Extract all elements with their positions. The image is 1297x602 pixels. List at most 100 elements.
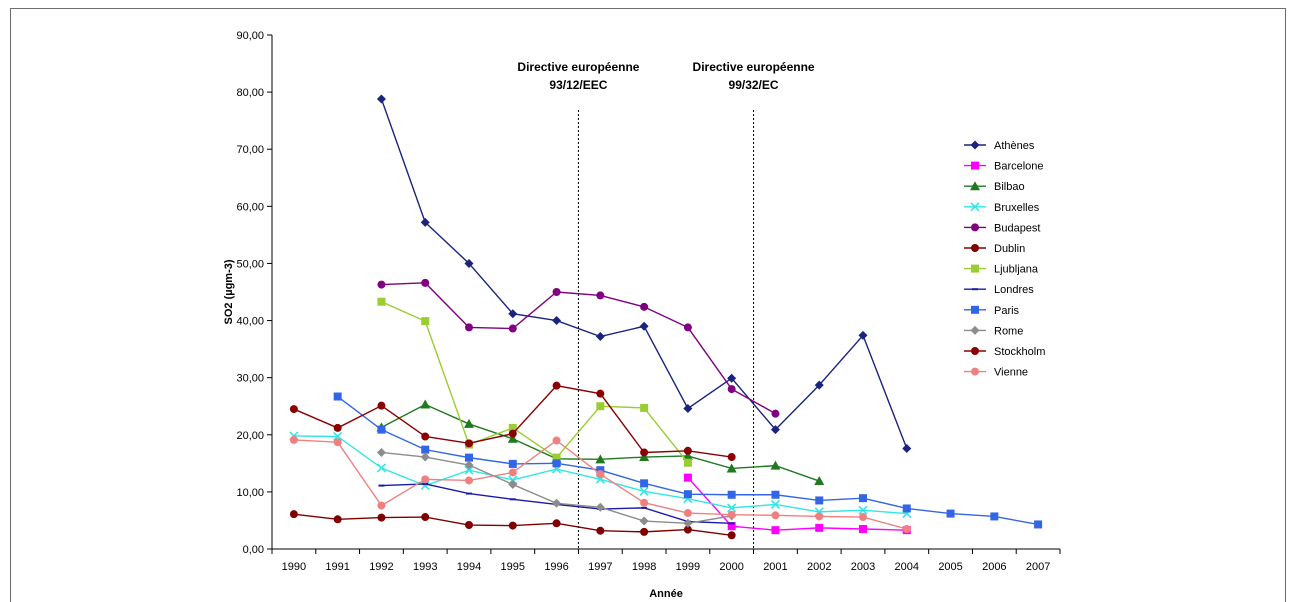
legend-item-stockholm: Stockholm <box>964 346 1045 358</box>
data-point <box>683 404 693 414</box>
data-point <box>815 496 824 505</box>
legend-item-budapest: Budapest <box>964 222 1040 234</box>
data-point <box>464 460 474 470</box>
series-line <box>687 477 907 531</box>
data-point <box>508 521 517 530</box>
directive-label: 99/32/EC <box>729 78 779 92</box>
data-point <box>289 510 298 519</box>
data-point <box>377 513 386 522</box>
data-point <box>859 513 867 522</box>
data-point <box>377 297 386 306</box>
data-point <box>683 518 693 528</box>
legend-label: Bilbao <box>994 181 1025 193</box>
data-point <box>1034 520 1043 529</box>
series-dublin <box>289 510 736 540</box>
directive-annotations: Directive européenne 93/12/EEC Directive e… <box>517 60 815 549</box>
data-point <box>465 439 473 448</box>
series-barcelone <box>683 473 911 535</box>
legend-label: Paris <box>994 305 1020 317</box>
legend-label: Vienne <box>994 367 1028 379</box>
data-point <box>639 486 649 496</box>
data-point <box>771 409 780 418</box>
series-paris <box>333 392 1043 529</box>
data-point <box>902 525 911 534</box>
x-tick-label: 1991 <box>325 561 349 573</box>
data-point <box>770 499 781 510</box>
x-tick-label: 1995 <box>501 561 525 573</box>
legend-marker <box>971 367 979 376</box>
legend-marker <box>970 181 980 191</box>
legend-label: Barcelone <box>994 161 1044 173</box>
data-point <box>727 490 736 499</box>
x-tick-label: 2007 <box>1026 561 1050 573</box>
x-tick-label: 2002 <box>807 561 831 573</box>
legend-label: Dublin <box>994 243 1025 255</box>
x-tick-label: 1997 <box>588 561 612 573</box>
legend-marker <box>971 161 979 170</box>
data-point <box>508 429 517 438</box>
data-point <box>640 498 649 507</box>
data-point <box>902 443 912 453</box>
data-point <box>465 323 473 332</box>
directive-label: Directive européenne <box>517 60 639 74</box>
legend-item-bilbao: Bilbao <box>964 181 1025 193</box>
data-point <box>508 459 517 468</box>
legend-marker <box>971 223 979 232</box>
data-point <box>683 323 692 332</box>
x-tick-label: 2005 <box>938 561 962 573</box>
y-tick-label: 80,00 <box>236 87 264 99</box>
x-tick-label: 2006 <box>982 561 1006 573</box>
data-point <box>771 511 780 520</box>
legend-label: Budapest <box>994 222 1040 234</box>
data-point <box>552 459 561 468</box>
data-point <box>333 423 342 432</box>
data-point <box>421 432 430 441</box>
x-tick-label: 1994 <box>457 561 481 573</box>
data-point <box>289 405 298 414</box>
data-point <box>946 509 955 518</box>
data-point <box>771 526 780 535</box>
data-point <box>858 330 868 340</box>
data-point <box>727 453 736 462</box>
data-point <box>727 503 737 513</box>
data-point <box>508 324 517 333</box>
data-point <box>639 452 650 462</box>
data-point <box>640 479 649 488</box>
data-point <box>641 506 648 509</box>
data-point <box>507 433 518 443</box>
series-athenes <box>376 94 912 453</box>
y-axis-title: SO2 (µgm-3) <box>223 259 235 324</box>
data-point <box>508 309 518 319</box>
x-tick-label: 1993 <box>413 561 437 573</box>
y-tick-label: 60,00 <box>236 201 264 213</box>
y-tick-label: 30,00 <box>236 373 264 385</box>
data-point <box>422 482 429 485</box>
data-point <box>465 476 473 485</box>
data-point <box>682 450 693 460</box>
x-tick-label: 2004 <box>895 561 919 573</box>
legend-marker <box>970 202 980 212</box>
data-point <box>552 519 561 528</box>
data-point <box>640 448 649 457</box>
legend-item-ljubljana: Ljubljana <box>964 264 1039 276</box>
legend-marker <box>971 244 979 252</box>
data-point <box>552 453 561 462</box>
data-point <box>639 321 649 331</box>
data-point <box>552 316 562 326</box>
data-point <box>377 280 386 289</box>
legend-marker <box>970 325 980 335</box>
data-point <box>333 515 342 524</box>
directive-label: Directive européenne <box>693 60 815 74</box>
data-point <box>333 392 342 401</box>
data-point <box>727 531 736 540</box>
legend-label: Bruxelles <box>994 202 1040 214</box>
series-line <box>293 384 732 458</box>
data-point <box>683 525 692 534</box>
data-point <box>640 302 649 311</box>
data-point <box>770 425 780 435</box>
data-point <box>376 447 386 457</box>
legend-marker <box>971 264 979 273</box>
data-point <box>377 401 386 410</box>
data-point <box>902 504 911 513</box>
x-tick-label: 1999 <box>676 561 700 573</box>
